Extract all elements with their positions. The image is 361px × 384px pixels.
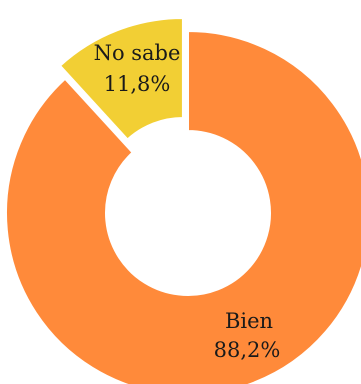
slice-value-no-sabe: 11,8% (104, 72, 171, 96)
slice-bien (5, 29, 361, 384)
slice-label-no-sabe: No sabe (94, 41, 181, 65)
labels-group: Bien 88,2% No sabe 11,8% (94, 41, 281, 362)
slice-no-sabe (58, 16, 184, 141)
slice-label-bien: Bien (225, 309, 273, 333)
slices-group (5, 16, 361, 384)
slice-value-bien: 88,2% (214, 338, 281, 362)
